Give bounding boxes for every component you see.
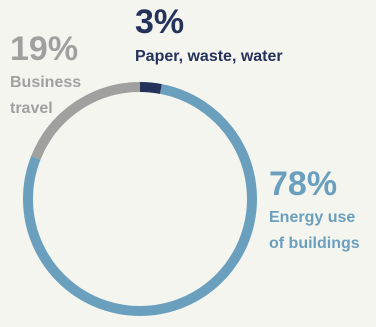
slice-percent-paper-waste-water: 3%: [135, 3, 185, 41]
donut-slice-business-travel: [31, 82, 141, 160]
slice-desc-energy-use: Energy use of buildings: [269, 205, 360, 257]
slice-desc-line: Energy use: [269, 209, 356, 226]
donut-slice-energy-use-of-buildings: [23, 84, 257, 316]
slice-label-business-travel: 19% Business travel: [10, 32, 81, 122]
donut-slice-paper-waste-water: [139, 82, 162, 94]
slice-desc-line: Business: [10, 74, 82, 91]
slice-label-energy-use: 78% Energy use of buildings: [269, 167, 360, 257]
slice-label-paper-waste-water: 3% Paper, waste, water: [135, 5, 283, 66]
slice-percent-business-travel: 19%: [10, 30, 79, 68]
slice-desc-paper-waste-water: Paper, waste, water: [135, 48, 283, 65]
slice-desc-business-travel: Business travel: [10, 70, 81, 122]
slice-percent-energy-use: 78%: [269, 165, 338, 203]
slice-desc-line: travel: [10, 100, 53, 117]
slice-desc-line: of buildings: [269, 235, 360, 252]
